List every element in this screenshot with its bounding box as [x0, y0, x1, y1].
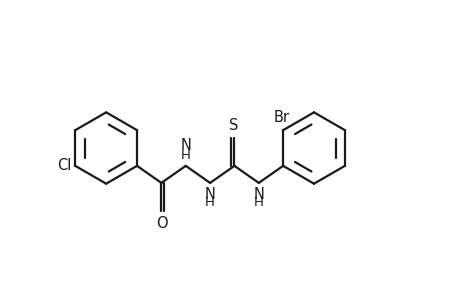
Text: N: N	[204, 187, 215, 202]
Text: O: O	[156, 216, 168, 231]
Text: Br: Br	[273, 110, 289, 125]
Text: N: N	[180, 138, 191, 153]
Text: N: N	[253, 187, 263, 202]
Text: H: H	[205, 196, 214, 209]
Text: H: H	[253, 196, 263, 209]
Text: H: H	[180, 149, 190, 162]
Text: S: S	[228, 118, 238, 133]
Text: Cl: Cl	[57, 158, 71, 173]
